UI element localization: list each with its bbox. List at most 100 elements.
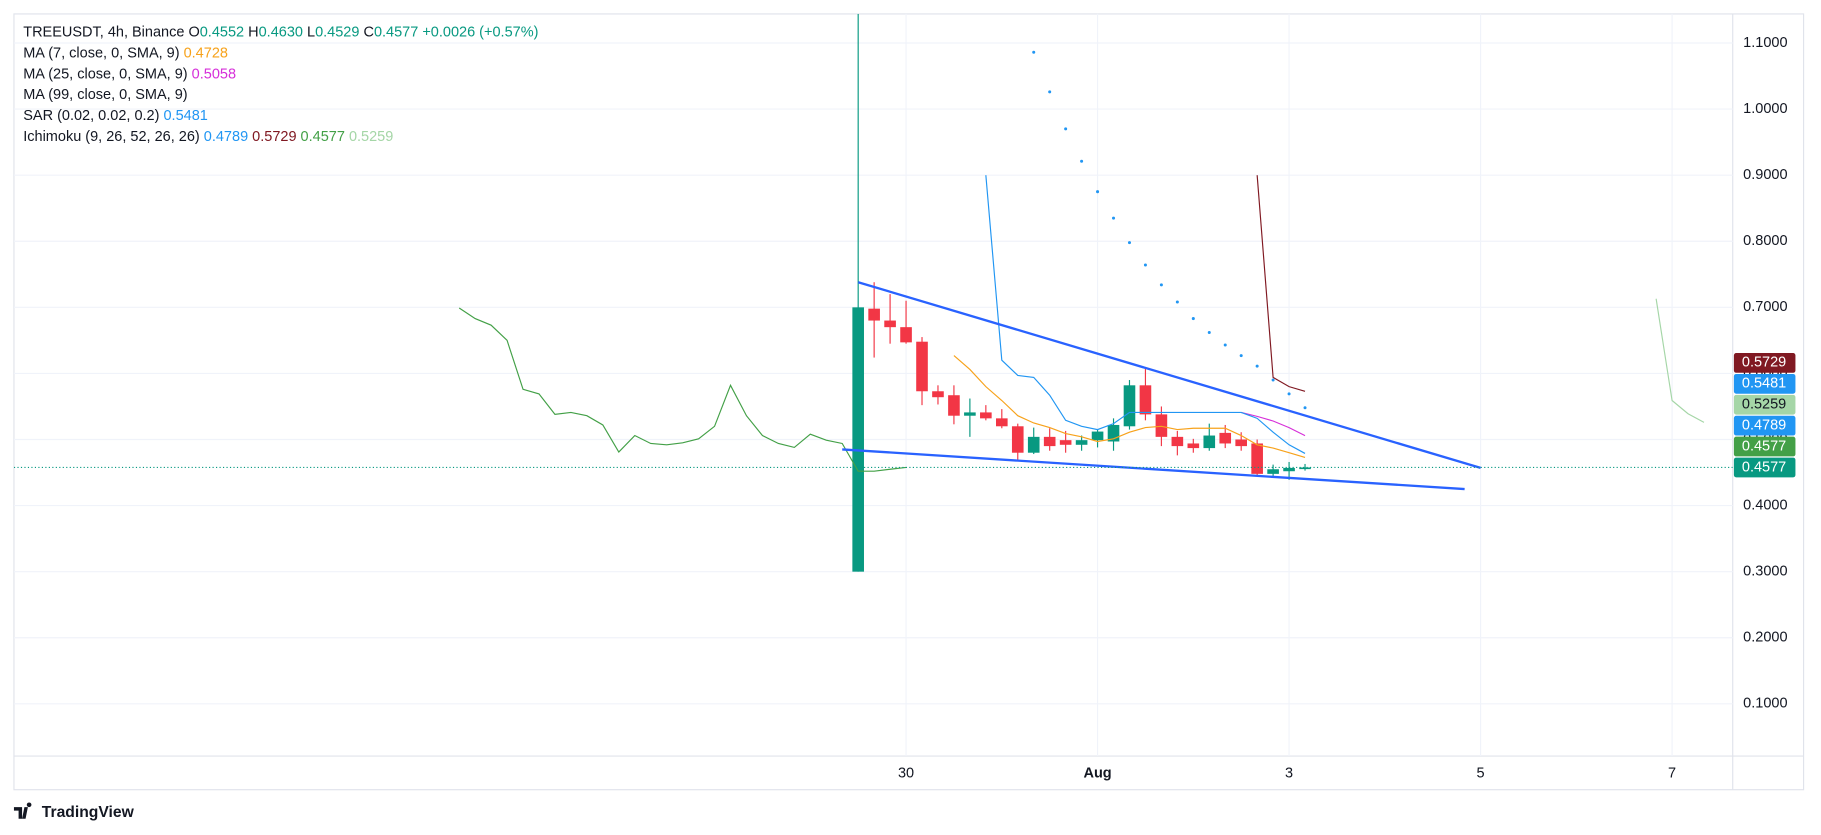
symbol: TREEUSDT, 4h, Binance <box>23 24 184 40</box>
indicator-name: SAR (0.02, 0.02, 0.2) <box>23 108 159 124</box>
indicator-value: 0.4789 <box>204 129 248 145</box>
sar-dot <box>1048 90 1052 94</box>
indicator-legend: Ichimoku (9, 26, 52, 26, 26) 0.4789 0.57… <box>23 129 393 145</box>
sar-dot <box>1032 50 1036 54</box>
axes: 0.10000.20000.30000.40000.50000.60000.70… <box>898 35 1796 781</box>
quote-label: O <box>188 24 199 40</box>
brand: TradingView <box>42 804 135 821</box>
sar-dot <box>1080 159 1084 163</box>
indicator-value: 0.5729 <box>252 129 296 145</box>
logo-mark <box>13 802 32 819</box>
sar-dot <box>1143 263 1147 267</box>
sar-dot <box>1064 127 1068 131</box>
price-label-bg <box>1733 353 1796 373</box>
x-tick-label: 7 <box>1668 765 1676 781</box>
candle-body <box>1219 432 1232 444</box>
sar-dot <box>1112 216 1116 220</box>
indicator-name: MA (99, close, 0, SMA, 9) <box>23 87 187 103</box>
indicator-line <box>953 355 1306 459</box>
indicator-value: 0.5481 <box>163 108 207 124</box>
candle-body <box>1251 443 1263 474</box>
price-label: 0.4577 <box>1742 438 1786 454</box>
candle-body <box>1299 467 1311 470</box>
candle-body <box>916 341 928 392</box>
quote-label: H <box>248 24 258 40</box>
candle-body <box>980 412 992 419</box>
y-tick-label: 0.4000 <box>1743 497 1787 513</box>
legend-header: TREEUSDT, 4h, Binance O0.4552 H0.4630 L 0… <box>23 24 538 40</box>
indicator-legend: MA (7, close, 0, SMA, 9) 0.4728 <box>23 45 228 61</box>
candle-body <box>1043 436 1056 447</box>
y-tick-label: 0.2000 <box>1743 630 1787 646</box>
sar-dot <box>1175 300 1179 304</box>
candle-body <box>852 307 864 572</box>
candle-body <box>1283 467 1295 472</box>
indicator-line <box>1241 411 1306 437</box>
candle-body <box>900 327 912 343</box>
footer-logo: TradingView <box>13 802 135 821</box>
price-label-bg <box>1733 415 1796 436</box>
quote-value: 0.4577 <box>374 24 418 40</box>
candle-body <box>1091 431 1104 441</box>
sar-dot <box>1191 317 1195 321</box>
candle-body <box>1139 385 1152 415</box>
sar-dot <box>1239 354 1243 358</box>
price-label: 0.5481 <box>1742 376 1786 392</box>
candle-body <box>932 391 944 398</box>
candle-body <box>1155 414 1168 437</box>
indicator-legend: MA (25, close, 0, SMA, 9) 0.5058 <box>23 66 236 82</box>
candle-body <box>884 320 896 328</box>
candle-body <box>1171 436 1184 447</box>
candle-body <box>1203 435 1216 449</box>
chart-frame <box>13 13 1805 791</box>
price-label: 0.4577 <box>1742 459 1786 475</box>
indicator-legend: MA (99, close, 0, SMA, 9) <box>23 87 187 103</box>
y-tick-label: 0.8000 <box>1743 233 1787 249</box>
candle-body <box>1075 440 1088 445</box>
sar-dot <box>1303 406 1307 410</box>
indicator-name: MA (25, close, 0, SMA, 9) <box>23 66 187 82</box>
sar-dot <box>1159 283 1163 287</box>
sar-dot <box>1287 392 1291 396</box>
grid <box>13 13 1733 757</box>
quote-value: 0.4552 <box>200 24 244 40</box>
candle-body <box>868 308 880 321</box>
price-label: 0.5729 <box>1742 355 1786 371</box>
quote-label: L <box>307 24 315 40</box>
candle-body <box>1123 385 1136 427</box>
indicator-line <box>985 175 1306 454</box>
legend: TREEUSDT, 4h, Binance O0.4552 H0.4630 L 0… <box>23 24 538 145</box>
candle-body <box>1059 440 1072 445</box>
candle-body <box>1187 443 1200 449</box>
quote-label: C <box>363 24 373 40</box>
y-tick-label: 0.3000 <box>1743 563 1787 579</box>
indicator-name: Ichimoku (9, 26, 52, 26, 26) <box>23 129 200 145</box>
indicator-value: 0.4577 <box>301 129 345 145</box>
candle-body <box>1235 439 1247 447</box>
candle-body <box>1107 424 1120 442</box>
sar-dot <box>1127 241 1131 245</box>
y-tick-label: 1.0000 <box>1743 101 1787 117</box>
price-label: 0.5259 <box>1742 397 1786 413</box>
trendline <box>857 281 1481 470</box>
change: +0.0026 (+0.57%) <box>422 24 538 40</box>
indicator-value: 0.5259 <box>349 129 393 145</box>
sar-dot <box>1271 378 1275 382</box>
indicator-value: 0.4728 <box>184 45 228 61</box>
candle-body <box>1011 426 1024 453</box>
x-tick-label: Aug <box>1083 765 1111 781</box>
price-label: 0.4789 <box>1742 417 1786 433</box>
indicator-name: MA (7, close, 0, SMA, 9) <box>23 45 179 61</box>
x-tick-label: 30 <box>898 765 914 781</box>
y-tick-label: 1.1000 <box>1743 35 1787 51</box>
trendline <box>842 448 1465 491</box>
candle-body <box>1267 469 1279 474</box>
price-label-bg <box>1733 394 1796 415</box>
y-tick-label: 0.7000 <box>1743 299 1787 315</box>
candle-body <box>995 418 1008 427</box>
quote-value: 0.4630 <box>259 24 303 40</box>
sar-dot <box>1255 364 1259 368</box>
price-label-bg <box>1733 373 1796 394</box>
